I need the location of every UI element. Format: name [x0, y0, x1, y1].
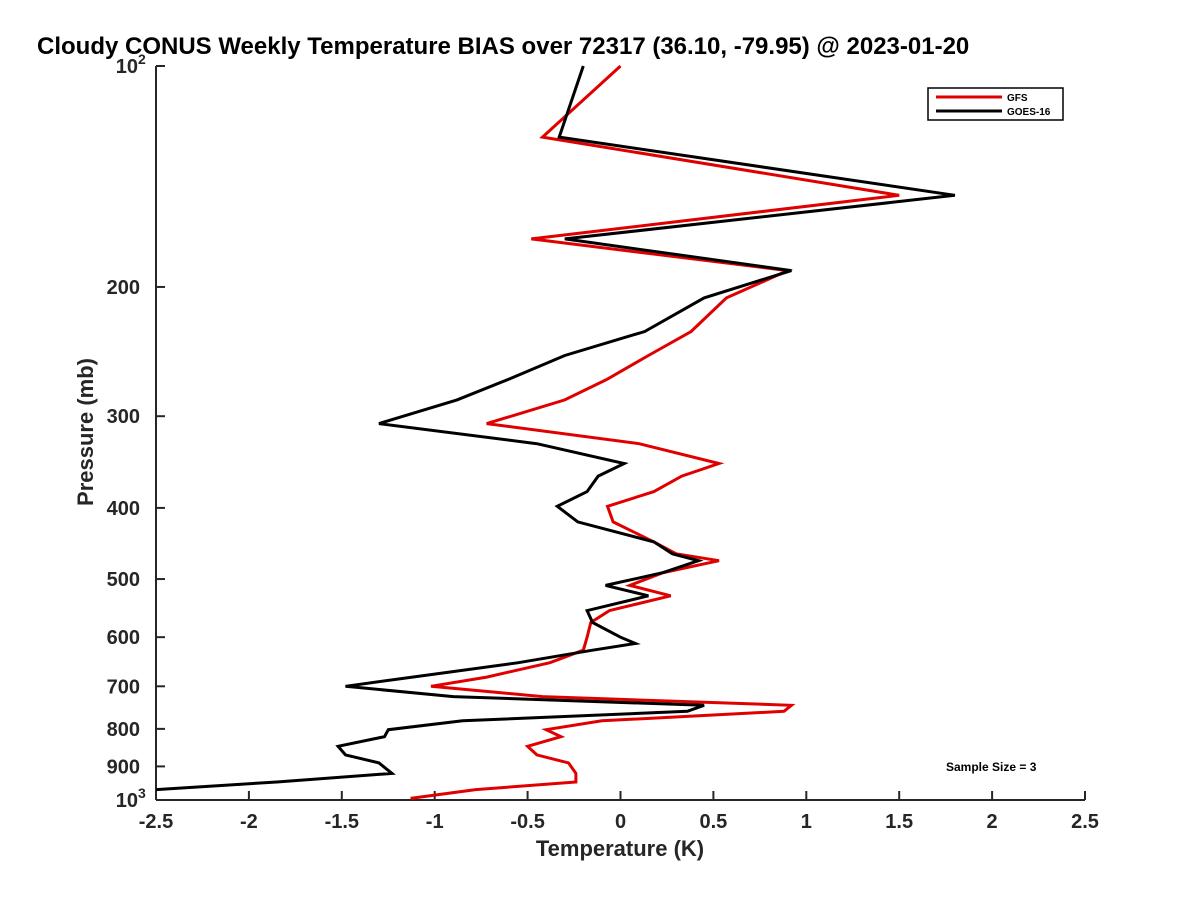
legend-label: GOES-16	[1007, 107, 1051, 118]
legend: GFS GOES-16	[927, 87, 1064, 121]
y-tick-label: 10	[116, 790, 138, 812]
x-tick-label: 2.5	[1071, 811, 1099, 833]
x-tick-label: 0	[615, 811, 626, 833]
y-tick-label: 500	[107, 569, 140, 591]
series-line-goes-16	[155, 65, 956, 792]
sample-size-annotation: Sample Size = 3	[946, 760, 1037, 774]
x-tick-label: -1	[426, 811, 444, 833]
y-axis-label: Pressure (mb)	[73, 358, 98, 506]
x-tick-label: 0.5	[699, 811, 727, 833]
x-tick-label: 2	[987, 811, 998, 833]
y-tick-exponent: 3	[138, 785, 146, 801]
legend-label: GFS	[1007, 93, 1028, 104]
y-tick-label: 400	[107, 498, 140, 520]
x-tick-label: -2.5	[139, 811, 173, 833]
y-tick-label: 800	[107, 719, 140, 741]
plot-axes: -2.5 -2 -1.5 -1 -0.5 0 0.5 1 1.5 2 2.510 2200300400…	[107, 51, 1099, 833]
y-tick-label: 300	[107, 406, 140, 428]
series-lines	[155, 64, 956, 800]
x-tick-label: 1.5	[885, 811, 913, 833]
y-tick-label: 200	[107, 277, 140, 299]
x-tick-label: -2	[240, 811, 258, 833]
series-line-gfs	[410, 64, 900, 800]
x-tick-label: -0.5	[510, 811, 544, 833]
chart-title: Cloudy CONUS Weekly Temperature BIAS ove…	[37, 33, 969, 60]
y-tick-label: 600	[107, 627, 140, 649]
y-tick-exponent: 2	[138, 51, 146, 67]
x-axis-label: Temperature (K)	[536, 836, 704, 861]
y-tick-label: 700	[107, 676, 140, 698]
legend-box	[927, 87, 1064, 121]
y-tick-label: 10	[116, 56, 138, 78]
x-tick-label: -1.5	[325, 811, 359, 833]
x-tick-label: 1	[801, 811, 812, 833]
y-tick-label: 900	[107, 756, 140, 778]
